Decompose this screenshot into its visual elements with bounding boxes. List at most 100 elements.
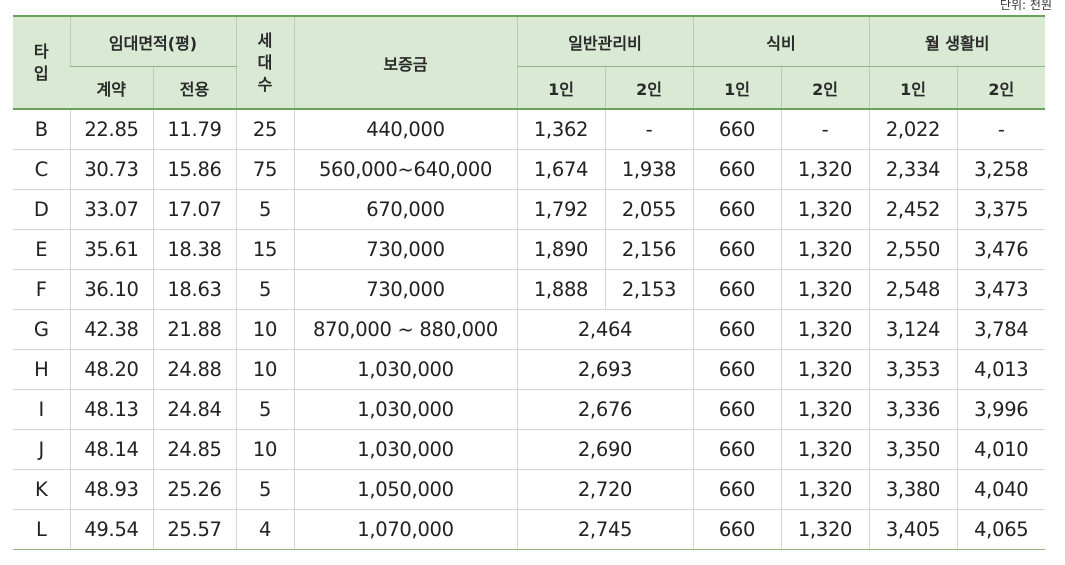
header-mgmt: 일반관리비 bbox=[516, 15, 693, 67]
cell-living-1: 2,452 bbox=[868, 189, 957, 230]
cell-meal-1: 660 bbox=[692, 269, 781, 310]
cell-living-1: 2,022 bbox=[868, 109, 957, 150]
cell-contract-area: 35.61 bbox=[69, 229, 153, 270]
cell-meal-1: 660 bbox=[692, 469, 781, 510]
cell-meal-1: 660 bbox=[692, 509, 781, 550]
cell-meal-1: 660 bbox=[692, 349, 781, 390]
cell-type: H bbox=[13, 349, 70, 390]
cell-contract-area: 22.85 bbox=[69, 109, 153, 150]
cell-living-2: 4,013 bbox=[956, 349, 1045, 390]
cell-type: L bbox=[13, 509, 70, 550]
cell-living-1: 3,380 bbox=[868, 469, 957, 510]
cell-mgmt-1: 1,888 bbox=[516, 269, 605, 310]
table-row: J 48.14 24.85 10 1,030,000 2,690 660 1,320 3,350… bbox=[13, 429, 1045, 470]
header-area-exclusive: 전용 bbox=[152, 66, 236, 110]
header-deposit: 보증금 bbox=[293, 15, 517, 110]
cell-contract-area: 36.10 bbox=[69, 269, 153, 310]
table-row: K 48.93 25.26 5 1,050,000 2,720 660 1,320 3,380 4… bbox=[13, 469, 1045, 510]
cell-exclusive-area: 18.63 bbox=[152, 269, 236, 310]
cell-contract-area: 33.07 bbox=[69, 189, 153, 230]
header-mgmt-2: 2인 bbox=[604, 66, 693, 110]
cell-mgmt-1: 1,674 bbox=[516, 149, 605, 190]
cell-households: 5 bbox=[235, 469, 294, 510]
table-row: F 36.10 18.63 5 730,000 1,888 2,153 660 1,320 2,5… bbox=[13, 269, 1045, 310]
table-row: I 48.13 24.84 5 1,030,000 2,676 660 1,320 3,336 3… bbox=[13, 389, 1045, 430]
cell-type: C bbox=[13, 149, 70, 190]
cell-contract-area: 48.13 bbox=[69, 389, 153, 430]
header-area-contract: 계약 bbox=[70, 66, 153, 110]
cell-households: 75 bbox=[235, 149, 294, 190]
cell-living-1: 3,353 bbox=[868, 349, 957, 390]
cell-type: J bbox=[13, 429, 70, 470]
cell-meal-2: 1,320 bbox=[780, 469, 869, 510]
cell-living-1: 3,405 bbox=[868, 509, 957, 550]
cell-exclusive-area: 24.84 bbox=[152, 389, 236, 430]
cell-living-1: 2,334 bbox=[868, 149, 957, 190]
table-row: E 35.61 18.38 15 730,000 1,890 2,156 660 1,320 2,… bbox=[13, 229, 1045, 270]
cell-living-1: 3,336 bbox=[868, 389, 957, 430]
cell-exclusive-area: 17.07 bbox=[152, 189, 236, 230]
cell-living-2: 3,784 bbox=[956, 309, 1045, 350]
header-meal-1: 1인 bbox=[692, 66, 781, 110]
cell-contract-area: 48.20 bbox=[69, 349, 153, 390]
cell-deposit: 730,000 bbox=[293, 229, 517, 270]
cell-exclusive-area: 25.26 bbox=[152, 469, 236, 510]
cell-mgmt-1: 1,890 bbox=[516, 229, 605, 270]
cell-contract-area: 30.73 bbox=[69, 149, 153, 190]
cell-contract-area: 48.14 bbox=[69, 429, 153, 470]
table-row: G 42.38 21.88 10 870,000 ~ 880,000 2,464 660 1,… bbox=[13, 309, 1045, 350]
header-living-2: 2인 bbox=[956, 66, 1045, 110]
cell-living-2: 3,258 bbox=[956, 149, 1045, 190]
cell-living-2: - bbox=[956, 109, 1045, 150]
header-meal: 식비 bbox=[692, 15, 869, 67]
cell-meal-1: 660 bbox=[692, 389, 781, 430]
cell-meal-2: 1,320 bbox=[780, 269, 869, 310]
cell-meal-1: 660 bbox=[692, 189, 781, 230]
cell-meal-2: 1,320 bbox=[780, 229, 869, 270]
cell-mgmt-merged: 2,676 bbox=[516, 389, 693, 430]
cell-deposit: 1,050,000 bbox=[293, 469, 517, 510]
cell-mgmt-2: 1,938 bbox=[604, 149, 693, 190]
header-mgmt-1: 1인 bbox=[516, 66, 605, 110]
cell-meal-2: 1,320 bbox=[780, 189, 869, 230]
cell-exclusive-area: 24.88 bbox=[152, 349, 236, 390]
cell-living-1: 3,350 bbox=[868, 429, 957, 470]
cell-households: 10 bbox=[235, 309, 294, 350]
cell-households: 25 bbox=[235, 109, 294, 150]
cell-exclusive-area: 18.38 bbox=[152, 229, 236, 270]
header-households-line1: 세 bbox=[257, 30, 273, 50]
cell-meal-1: 660 bbox=[692, 429, 781, 470]
cell-living-2: 3,473 bbox=[956, 269, 1045, 310]
cell-meal-2: 1,320 bbox=[780, 349, 869, 390]
cell-type: B bbox=[13, 109, 70, 150]
cell-households: 5 bbox=[235, 389, 294, 430]
cell-deposit: 730,000 bbox=[293, 269, 517, 310]
cell-mgmt-2: 2,055 bbox=[604, 189, 693, 230]
header-living-1: 1인 bbox=[868, 66, 957, 110]
cell-meal-2: - bbox=[780, 109, 869, 150]
cell-mgmt-merged: 2,745 bbox=[516, 509, 693, 550]
cell-living-2: 4,065 bbox=[956, 509, 1045, 550]
cell-mgmt-1: 1,362 bbox=[516, 109, 605, 150]
cell-type: E bbox=[13, 229, 70, 270]
cell-meal-2: 1,320 bbox=[780, 429, 869, 470]
cell-meal-2: 1,320 bbox=[780, 509, 869, 550]
cell-deposit: 670,000 bbox=[293, 189, 517, 230]
cell-households: 15 bbox=[235, 229, 294, 270]
cell-exclusive-area: 21.88 bbox=[152, 309, 236, 350]
cell-contract-area: 42.38 bbox=[69, 309, 153, 350]
cell-type: F bbox=[13, 269, 70, 310]
header-meal-2: 2인 bbox=[780, 66, 869, 110]
cell-meal-1: 660 bbox=[692, 229, 781, 270]
table-row: C 30.73 15.86 75 560,000~640,000 1,674 1,938 66… bbox=[13, 149, 1045, 190]
cell-households: 4 bbox=[235, 509, 294, 550]
cell-living-2: 3,476 bbox=[956, 229, 1045, 270]
cell-type: I bbox=[13, 389, 70, 430]
cell-living-1: 3,124 bbox=[868, 309, 957, 350]
cell-exclusive-area: 25.57 bbox=[152, 509, 236, 550]
cell-households: 10 bbox=[235, 349, 294, 390]
